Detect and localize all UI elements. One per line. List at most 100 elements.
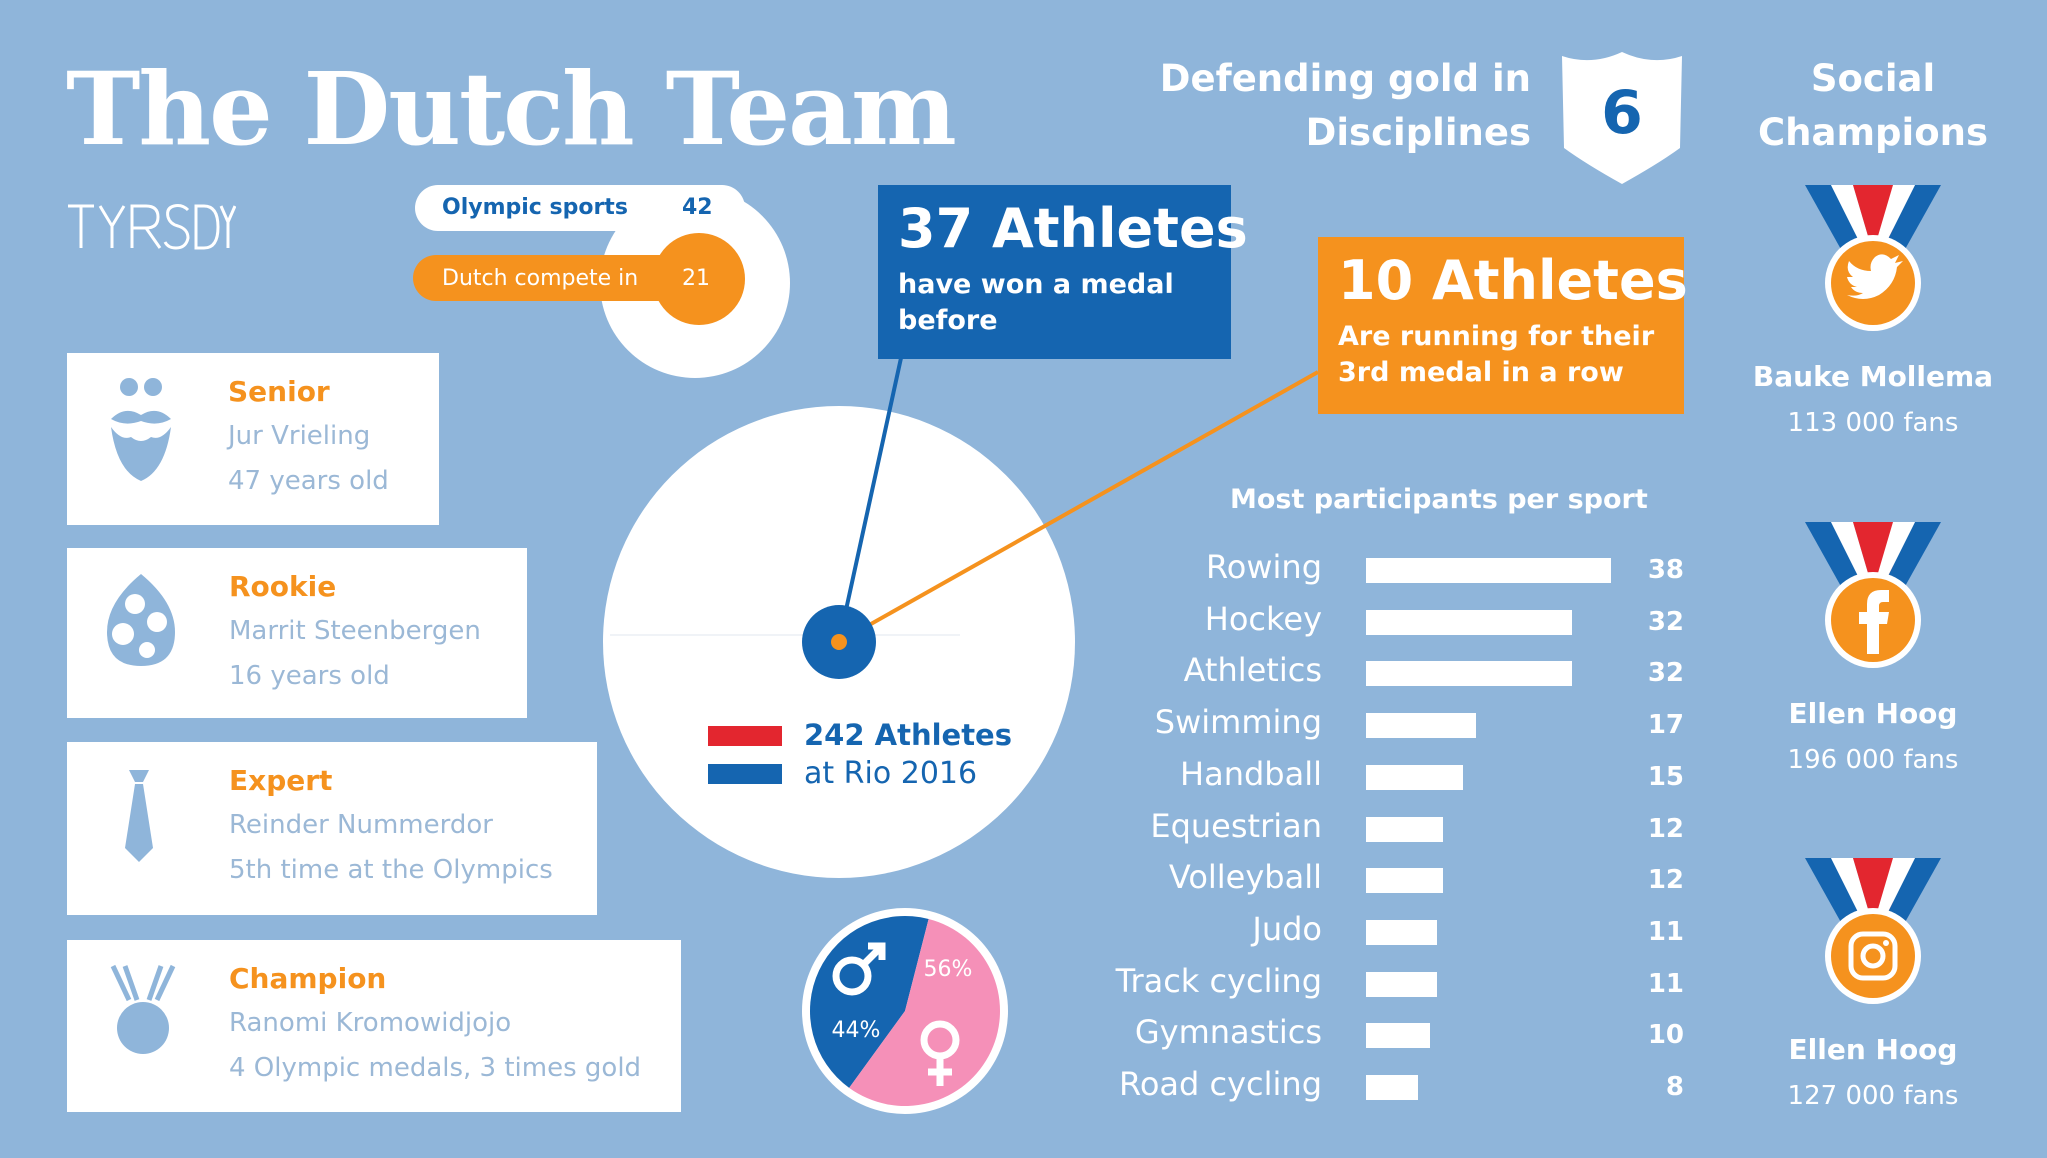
medal-winners-count: 37 Athletes: [898, 197, 1248, 260]
bar-value-label: 12: [1647, 865, 1684, 896]
card-champion: Champion Ranomi Kromowidjojo 4 Olympic m…: [67, 940, 681, 1112]
pie-slice-male: [810, 916, 929, 1088]
defending-line1: Defending gold in: [1159, 57, 1531, 100]
bar: [1366, 609, 1572, 635]
social-fans: 113 000 fans: [1787, 408, 1959, 438]
total-athletes-sub: at Rio 2016: [804, 756, 978, 791]
card-title: Champion: [229, 962, 387, 995]
facebook-medal-icon: [1805, 522, 1941, 668]
bar: [1366, 1075, 1418, 1100]
bar-label: Swimming: [1154, 703, 1322, 742]
bar: [1366, 816, 1443, 842]
social-title-line2: Champions: [1758, 111, 1988, 154]
bar-value-label: 15: [1647, 761, 1684, 792]
defending-gold-text: Defending gold in Disciplines: [1160, 52, 1531, 160]
social-name: Ellen Hoog: [1788, 697, 1958, 730]
bar-label: Volleyball: [1168, 858, 1322, 897]
brand-logo: [66, 200, 237, 265]
bar-value-label: 11: [1647, 968, 1684, 999]
twitter-medal-icon: [1805, 185, 1941, 331]
bar: [1366, 661, 1572, 687]
third-medal-line2: 3rd medal in a row: [1338, 357, 1624, 388]
male-percent-label: 44%: [832, 1018, 881, 1043]
card-detail: 4 Olympic medals, 3 times gold: [229, 1053, 642, 1083]
bar-label: Athletics: [1183, 651, 1322, 690]
social-name: Ellen Hoog: [1788, 1033, 1958, 1066]
tyrsday-logo: [68, 204, 237, 250]
flag-blue-stripe: [708, 764, 782, 784]
medal-winners-box: 37 Athletes have won a medal before: [878, 185, 1248, 359]
olympic-sports-value: 42: [682, 195, 713, 220]
card-rookie: Rookie Marrit Steenbergen 16 years old: [67, 548, 527, 718]
blue-connector-line: [837, 357, 903, 643]
card-expert: Expert Reinder Nummerdor 5th time at the…: [67, 742, 597, 915]
third-medal-line1: Are running for their: [1338, 321, 1655, 352]
bar-label: Hockey: [1204, 599, 1322, 638]
bar-label: Judo: [1252, 909, 1322, 948]
female-percent-label: 56%: [924, 957, 973, 982]
card-athlete-name: Jur Vrieling: [228, 421, 371, 451]
defending-gold-value: 6: [1601, 78, 1643, 148]
bar-label: Equestrian: [1150, 806, 1322, 845]
mustache-beard-icon: [111, 378, 171, 481]
bar: [1366, 868, 1443, 894]
medal-icon: [110, 964, 176, 1054]
bar: [1366, 558, 1611, 583]
social-name: Bauke Mollema: [1752, 360, 1994, 393]
card-athlete-name: Marrit Steenbergen: [229, 616, 481, 646]
bar: [1366, 919, 1437, 945]
defending-line2: Disciplines: [1305, 111, 1531, 154]
card-detail: 16 years old: [229, 661, 390, 691]
total-athletes: 242 Athletes: [804, 718, 1012, 752]
gender-pie-chart: 44% 56%: [802, 908, 1008, 1114]
card-detail: 47 years old: [228, 466, 389, 496]
bar: [1366, 764, 1463, 790]
medal-winners-line1: have won a medal: [898, 269, 1174, 300]
bar: [1366, 1023, 1430, 1049]
card-senior: Senior Jur Vrieling 47 years old: [67, 353, 439, 525]
social-fans: 127 000 fans: [1787, 1081, 1959, 1111]
shield-icon: [1562, 52, 1682, 184]
bar-value-label: 38: [1647, 555, 1684, 585]
orange-connector-line: [838, 370, 1319, 644]
instagram-medal-icon: [1805, 858, 1941, 1004]
bar-label: Rowing: [1205, 548, 1322, 586]
card-athlete-name: Reinder Nummerdor: [229, 810, 493, 840]
bar-label: Gymnastics: [1134, 1013, 1322, 1052]
dutch-compete-circle: [653, 233, 745, 325]
card-title: Expert: [229, 764, 333, 797]
bar-value-label: 32: [1647, 658, 1684, 689]
male-symbol-icon: [832, 942, 886, 996]
bar-value-label: 11: [1647, 916, 1684, 947]
bar-value-label: 12: [1647, 813, 1684, 844]
card-detail: 5th time at the Olympics: [229, 855, 553, 885]
pie-slice-female: [849, 918, 1000, 1106]
social-title-line1: Social: [1810, 57, 1936, 100]
bar-value-label: 10: [1647, 1020, 1684, 1051]
olympic-sports-pill: [415, 185, 745, 231]
third-medal-count: 10 Athletes: [1338, 249, 1688, 312]
third-medal-box: 10 Athletes Are running for their 3rd me…: [1318, 237, 1688, 414]
card-athlete-name: Ranomi Kromowidjojo: [229, 1008, 512, 1038]
bar-chart-title: Most participants per sport: [1230, 484, 1648, 515]
dutch-compete-value: 21: [682, 266, 710, 291]
social-champions-title: Social Champions: [1738, 52, 2008, 160]
bar: [1366, 971, 1437, 997]
card-title: Senior: [228, 375, 330, 408]
medal-winners-line2: before: [898, 305, 998, 336]
social-fans: 196 000 fans: [1787, 745, 1959, 775]
card-title: Rookie: [229, 570, 337, 603]
bar-value-label: 17: [1647, 710, 1684, 741]
olympic-sports-label: Olympic sports: [442, 195, 628, 220]
flag-red-stripe: [708, 726, 782, 746]
bar-label: Track cycling: [1115, 961, 1322, 1000]
page-title: The Dutch Team: [66, 50, 957, 168]
dutch-compete-label: Dutch compete in: [442, 266, 639, 291]
egg-icon: [107, 574, 175, 666]
tie-icon: [125, 770, 153, 862]
bar-label: Road cycling: [1119, 1065, 1322, 1103]
bar-label: Handball: [1180, 754, 1322, 793]
bar: [1366, 713, 1476, 739]
bar-value-label: 32: [1647, 606, 1684, 637]
